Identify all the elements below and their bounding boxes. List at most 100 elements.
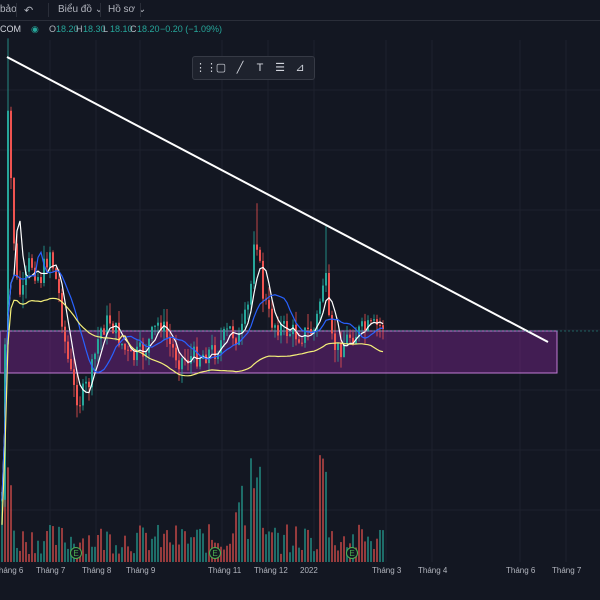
open-value: 18.20 bbox=[56, 24, 79, 34]
candle-body bbox=[373, 319, 375, 321]
text-icon[interactable]: T bbox=[256, 62, 264, 74]
volume-bar bbox=[298, 547, 300, 562]
candle-body bbox=[157, 322, 159, 326]
time-axis-label: Tháng 9 bbox=[126, 566, 156, 575]
volume-bar bbox=[127, 546, 129, 562]
candle-body bbox=[376, 319, 378, 325]
candle-body bbox=[226, 328, 228, 330]
candle-body bbox=[220, 340, 222, 354]
volume-bar bbox=[274, 527, 276, 562]
candle-body bbox=[250, 283, 252, 305]
candle-body bbox=[118, 322, 120, 346]
time-axis[interactable]: Tháng 6 Tháng 7 Tháng 8 Tháng 9 Tháng 11 Thán… bbox=[0, 562, 600, 582]
volume-bar bbox=[34, 553, 36, 562]
candle-body bbox=[319, 301, 321, 314]
volume-bar bbox=[46, 531, 48, 562]
volume-bar bbox=[124, 535, 126, 562]
volume-bar bbox=[148, 550, 150, 562]
candle-body bbox=[82, 383, 84, 406]
topbar-left-fragment[interactable]: bảo bbox=[0, 4, 17, 15]
volume-bar bbox=[283, 534, 285, 562]
volume-bar bbox=[337, 550, 339, 562]
trendline-icon[interactable]: ╱ bbox=[236, 62, 244, 74]
volume-bar bbox=[91, 546, 93, 562]
candle-body bbox=[280, 323, 282, 336]
drag-handle-icon[interactable]: ⋮⋮ bbox=[195, 62, 217, 74]
drawing-floating-toolbar[interactable]: ⋮⋮ ▢ ╱ T ☰ ⊿ bbox=[192, 56, 315, 80]
candle-body bbox=[307, 327, 309, 329]
volume-bar bbox=[367, 536, 369, 562]
volume-bar bbox=[100, 528, 102, 562]
volume-bar bbox=[232, 533, 234, 562]
volume-bar bbox=[103, 549, 105, 562]
volume-bar bbox=[310, 537, 312, 562]
profile-menu[interactable]: Hồ sơ ⌄ bbox=[108, 4, 147, 15]
volume-bar bbox=[178, 544, 180, 562]
candle-body bbox=[277, 325, 279, 336]
event-marker-icon[interactable]: E bbox=[209, 547, 221, 559]
volume-bar bbox=[112, 553, 114, 562]
candle-body bbox=[358, 326, 360, 337]
volume-bar bbox=[16, 547, 18, 562]
candle-body bbox=[16, 243, 18, 278]
path-icon[interactable]: ⊿ bbox=[295, 62, 305, 74]
candle-body bbox=[112, 323, 114, 334]
time-axis-label: Tháng 8 bbox=[82, 566, 112, 575]
support-zone-rectangle[interactable] bbox=[0, 330, 558, 374]
volume-bar bbox=[247, 538, 249, 562]
candle-body bbox=[271, 308, 273, 328]
event-marker-icon[interactable]: E bbox=[70, 547, 82, 559]
candle-body bbox=[151, 326, 153, 339]
volume-bar bbox=[172, 544, 174, 562]
candle-body bbox=[7, 110, 9, 345]
trendline[interactable] bbox=[6, 56, 549, 343]
volume-bar bbox=[334, 545, 336, 562]
candle-body bbox=[37, 277, 39, 281]
volume-bar bbox=[184, 531, 186, 562]
volume-bar bbox=[145, 532, 147, 562]
candle-body bbox=[199, 358, 201, 367]
volume-bar bbox=[190, 537, 192, 562]
candle-body bbox=[343, 344, 345, 358]
candle-body bbox=[208, 349, 210, 364]
candle-body bbox=[244, 309, 246, 324]
chart-menu[interactable]: Biểu đồ ⌄ bbox=[58, 4, 104, 15]
volume-bar bbox=[52, 526, 54, 562]
volume-bar bbox=[316, 549, 318, 562]
fib-icon[interactable]: ☰ bbox=[275, 62, 285, 74]
volume-bar bbox=[118, 553, 120, 562]
rectangle-icon[interactable]: ▢ bbox=[215, 62, 227, 74]
time-axis-label: Tháng 3 bbox=[372, 566, 402, 575]
candle-body bbox=[136, 346, 138, 361]
candle-body bbox=[73, 369, 75, 385]
candle-body bbox=[103, 328, 105, 335]
candle-body bbox=[109, 315, 111, 324]
volume-bar bbox=[82, 538, 84, 562]
candle-body bbox=[55, 268, 57, 279]
candlestick-series bbox=[1, 38, 384, 507]
volume-bar bbox=[364, 541, 366, 562]
volume-bar bbox=[259, 466, 261, 562]
volume-bar bbox=[7, 467, 9, 562]
candle-body bbox=[148, 338, 150, 353]
time-axis-label: Tháng 7 bbox=[552, 566, 582, 575]
time-axis-label: Tháng 7 bbox=[36, 566, 66, 575]
candle-body bbox=[160, 322, 162, 332]
candle-body bbox=[124, 343, 126, 350]
candle-body bbox=[28, 258, 30, 272]
candle-body bbox=[85, 381, 87, 384]
volume-bar bbox=[25, 542, 27, 562]
volume-bar bbox=[307, 529, 309, 562]
volume-bar bbox=[142, 527, 144, 562]
undo-icon[interactable]: ↶ bbox=[24, 5, 34, 17]
volume-bar bbox=[322, 458, 324, 562]
candle-body bbox=[238, 332, 240, 345]
volume-bar bbox=[130, 551, 132, 562]
volume-bar bbox=[208, 524, 210, 562]
candle-body bbox=[76, 384, 78, 406]
volume-bar bbox=[271, 532, 273, 562]
volume-bar bbox=[262, 527, 264, 562]
event-marker-icon[interactable]: E bbox=[346, 547, 358, 559]
candle-body bbox=[211, 345, 213, 350]
